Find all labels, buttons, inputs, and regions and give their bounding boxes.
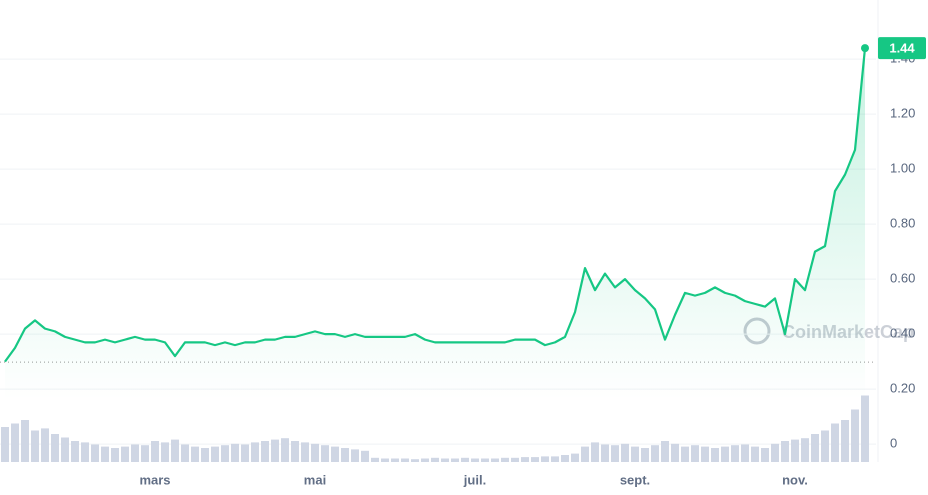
x-tick-label: sept. <box>620 472 650 487</box>
y-tick-label: 0 <box>890 436 897 451</box>
y-tick-label: 1.00 <box>890 161 915 176</box>
y-tick-label: 0.40 <box>890 326 915 341</box>
x-tick-label: nov. <box>782 472 808 487</box>
y-tick-label: 1.20 <box>890 106 915 121</box>
price-badge <box>878 37 926 60</box>
price-area <box>5 48 865 462</box>
price-line <box>4 48 867 363</box>
price-badge-label: 1.44 <box>889 41 915 56</box>
y-tick-label: 0.60 <box>890 271 915 286</box>
y-tick-label: 0.20 <box>890 381 915 396</box>
x-tick-label: juil. <box>463 472 486 487</box>
x-tick-label: mars <box>139 472 170 487</box>
y-tick-label: 0.80 <box>890 216 915 231</box>
last-point <box>861 44 869 53</box>
x-tick-label: mai <box>304 472 326 487</box>
